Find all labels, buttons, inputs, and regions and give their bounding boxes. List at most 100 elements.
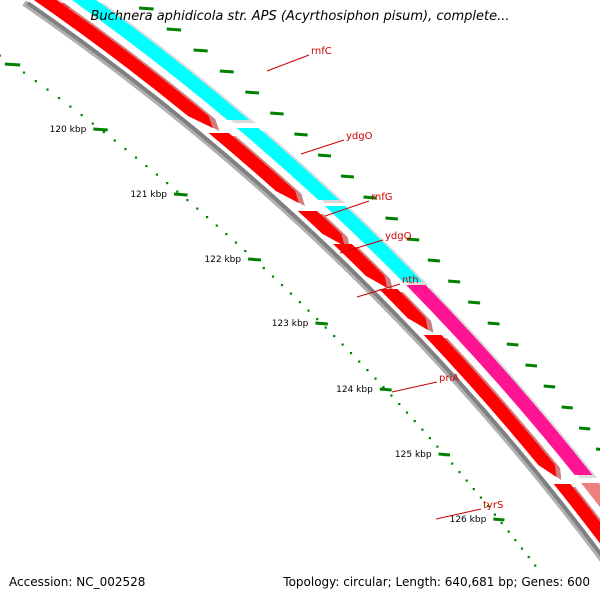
scale-dot [465, 479, 468, 482]
scale-dot [493, 513, 496, 516]
gene-label-tyrS: tyrS [483, 500, 503, 511]
scale-dot [421, 428, 424, 431]
gene-label-ydgO: ydgO [346, 131, 373, 142]
scale-dot [316, 318, 319, 321]
scale-dot [196, 207, 199, 210]
outer-tick [245, 90, 260, 95]
cds-arrow-ydgO [208, 133, 299, 203]
kbp-label: 122 kbp [204, 255, 241, 265]
scale-dot [479, 496, 482, 499]
gene-label-rnfC: rnfC [311, 46, 332, 57]
cog-block-rnfC [72, 0, 250, 120]
summary-text: Topology: circular; Length: 640,681 bp; … [283, 575, 590, 589]
kbp-label: 126 kbp [450, 515, 487, 525]
outer-tick [525, 363, 538, 368]
scale-dot [390, 394, 393, 397]
scale-dot [113, 139, 116, 142]
kbp-tick [379, 387, 392, 392]
kbp-tick [173, 192, 188, 197]
cog-block-ydgO [236, 128, 339, 200]
scale-dot [500, 522, 503, 525]
scale-dot [91, 122, 94, 125]
scale-dot [80, 114, 83, 117]
backbone-track [22, 0, 600, 562]
scale-dot [472, 488, 475, 491]
outer-tick [595, 447, 600, 451]
scale-dot [436, 445, 439, 448]
scale-dot [398, 403, 401, 406]
scale-dot [124, 148, 127, 151]
scale-dot [507, 530, 510, 533]
scale-dot [341, 343, 344, 346]
scale-dot [234, 241, 237, 244]
scale-dot [520, 547, 524, 550]
cds-arrow-nth [379, 289, 428, 330]
kbp-label: 125 kbp [395, 450, 432, 460]
outer-tick [578, 426, 591, 431]
outer-tick [448, 279, 461, 284]
outer-tick [468, 300, 481, 305]
kbp-label: 120 kbp [50, 125, 87, 135]
scale-dot [324, 326, 327, 329]
scale-dot [366, 369, 369, 372]
scale-dot [527, 556, 530, 559]
cds-track [33, 0, 600, 544]
kbp-tick [247, 257, 262, 262]
scale-dot [22, 71, 26, 74]
cds-arrow-priA [423, 335, 557, 477]
scale-dot [155, 173, 158, 176]
kbp-tick [493, 517, 505, 522]
scale-dot [134, 156, 138, 159]
gene-label-priA: priA [439, 373, 459, 384]
accession-text: Accession: NC_002528 [9, 575, 146, 589]
scale-dot [405, 411, 409, 414]
scale-dot [486, 505, 489, 508]
label-leader [324, 200, 370, 217]
scale-dot [514, 539, 517, 542]
scale-dot [176, 190, 179, 193]
label-leader [339, 239, 384, 254]
label-leader [435, 508, 482, 520]
cds-arrow-rnfC [33, 0, 213, 128]
kbp-label: 121 kbp [130, 190, 167, 200]
cog-block-nth [406, 285, 473, 335]
cds-arrow-tyrS [553, 484, 600, 544]
gene-labels: rnfC ydgO rnfG ydgQ nth priA tyrS [266, 46, 503, 520]
gene-label-ydgQ: ydgQ [385, 231, 412, 242]
outer-tick [138, 6, 154, 11]
outer-tick [317, 153, 332, 158]
scale-dot [289, 292, 292, 295]
outer-tick [487, 321, 500, 326]
outer-tick [340, 174, 355, 179]
scale-dot [166, 182, 169, 185]
scale-dot [0, 54, 1, 57]
scale-dot [349, 352, 353, 355]
scale-dot [186, 199, 189, 202]
scale-dot [458, 471, 461, 474]
outer-tick [506, 342, 519, 347]
outer-tick [427, 258, 441, 263]
scale-dot [225, 233, 228, 236]
scale-dot [102, 131, 105, 134]
outer-tick [270, 111, 284, 116]
kbp-label: 124 kbp [336, 385, 373, 395]
kbp-tick [315, 321, 328, 326]
scale-dot [307, 309, 310, 312]
cds-arrow-rnfG [297, 211, 345, 246]
scale-dot [428, 437, 431, 440]
gc-dot-track [0, 54, 537, 567]
scale-dot [145, 165, 148, 168]
map-title: Buchnera aphidicola str. APS (Acyrthosip… [90, 9, 510, 24]
scale-dot [69, 105, 72, 108]
label-leader [391, 381, 438, 393]
scale-dot [34, 80, 37, 83]
scale-dot [271, 275, 275, 278]
outer-tick [363, 195, 377, 200]
scale-dot [280, 284, 284, 287]
scale-dot [57, 97, 61, 100]
scale-dot [333, 335, 336, 338]
outer-tick [219, 69, 234, 74]
label-leader [300, 139, 345, 155]
